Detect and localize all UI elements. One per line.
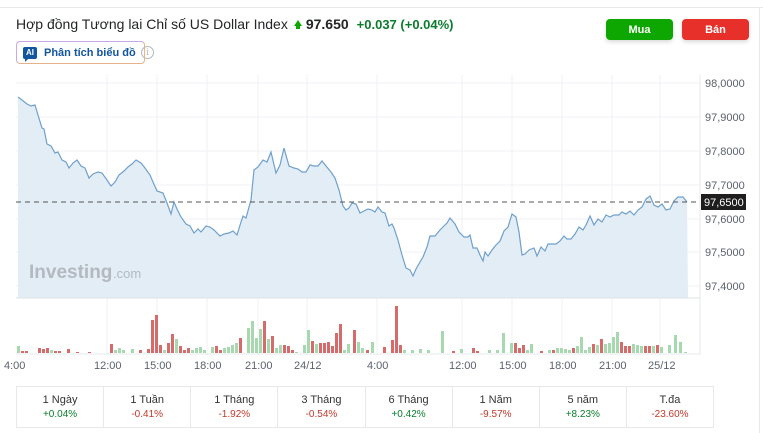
svg-text:18:00: 18:00 — [194, 360, 222, 372]
perf-value: -0.41% — [131, 409, 164, 420]
perf-value: +0.42% — [391, 409, 426, 420]
perf-label: 1 Tháng — [214, 394, 255, 406]
perf-value: +8.23% — [565, 409, 600, 420]
arrow-up-icon — [293, 20, 302, 29]
info-icon[interactable]: i — [141, 46, 154, 59]
perf-label: 3 Tháng — [301, 394, 342, 406]
svg-text:21:00: 21:00 — [245, 360, 273, 372]
price-change: +0.037 (+0.04%) — [356, 16, 454, 32]
chart-analysis-button[interactable]: AI Phân tích biểu đồ — [16, 41, 145, 64]
svg-text:15:00: 15:00 — [499, 360, 527, 372]
perf-5-year[interactable]: 5 năm +8.23% — [540, 387, 627, 427]
perf-3-month[interactable]: 3 Tháng -0.54% — [278, 387, 366, 427]
perf-label: 1 Năm — [479, 394, 512, 406]
svg-text:97,6500: 97,6500 — [704, 197, 744, 209]
volume-bars — [17, 306, 687, 353]
instrument-title: Hợp đồng Tương lai Chỉ số US Dollar Inde… — [16, 16, 288, 32]
buy-button[interactable]: Mua — [606, 19, 673, 40]
svg-text:97,9000: 97,9000 — [705, 112, 745, 124]
svg-text:.com: .com — [113, 266, 141, 281]
current-price-tag: 97,6500 — [701, 194, 746, 210]
perf-value: -9.57% — [479, 409, 512, 420]
svg-text:4:00: 4:00 — [4, 360, 25, 372]
perf-value: -0.54% — [305, 409, 338, 420]
perf-value: +0.04% — [42, 409, 78, 420]
top-divider — [0, 7, 763, 8]
perf-1-month[interactable]: 1 Tháng -1.92% — [191, 387, 279, 427]
price-chart[interactable]: Investing .com 98,0000 97,9000 97,8000 9… — [0, 70, 763, 380]
perf-1-day[interactable]: 1 Ngày +0.04% — [17, 387, 105, 427]
last-price: 97.650 — [305, 16, 349, 32]
right-border — [759, 8, 760, 433]
svg-text:12:00: 12:00 — [449, 360, 477, 372]
perf-label: 1 Ngày — [42, 394, 78, 406]
chart-analysis-label: Phân tích biểu đồ — [44, 46, 136, 59]
svg-text:24/12: 24/12 — [294, 360, 322, 372]
svg-text:Investing: Investing — [29, 262, 112, 283]
svg-text:4:00: 4:00 — [367, 360, 388, 372]
svg-text:97,7000: 97,7000 — [705, 180, 745, 192]
svg-text:98,0000: 98,0000 — [705, 78, 745, 90]
investing-watermark: Investing .com — [29, 262, 141, 283]
svg-text:97,5000: 97,5000 — [705, 247, 745, 259]
perf-value: -1.92% — [218, 409, 251, 420]
price-line — [17, 96, 688, 278]
svg-text:21:00: 21:00 — [599, 360, 627, 372]
perf-label: 6 Tháng — [388, 394, 429, 406]
perf-1-week[interactable]: 1 Tuần -0.41% — [104, 387, 192, 427]
svg-text:97,8000: 97,8000 — [705, 146, 745, 158]
svg-text:12:00: 12:00 — [94, 360, 122, 372]
perf-label: T.đa — [659, 394, 681, 406]
x-axis-labels: 4:00 12:00 15:00 18:00 21:00 24/12 4:00 … — [4, 360, 676, 372]
svg-text:15:00: 15:00 — [144, 360, 172, 372]
svg-text:97,6000: 97,6000 — [705, 214, 745, 226]
y-axis-labels: 98,0000 97,9000 97,8000 97,7000 97,6000 … — [705, 78, 745, 293]
svg-text:97,4000: 97,4000 — [705, 281, 745, 293]
sell-button[interactable]: Bán — [682, 19, 749, 40]
perf-1-year[interactable]: 1 Năm -9.57% — [453, 387, 540, 427]
svg-text:18:00: 18:00 — [549, 360, 577, 372]
ai-chat-icon: AI — [23, 46, 37, 62]
perf-label: 5 năm — [567, 394, 599, 406]
svg-text:25/12: 25/12 — [648, 360, 676, 372]
perf-6-month[interactable]: 6 Tháng +0.42% — [366, 387, 453, 427]
perf-label: 1 Tuần — [130, 394, 164, 406]
instrument-header: Hợp đồng Tương lai Chỉ số US Dollar Inde… — [16, 16, 454, 32]
performance-table: 1 Ngày +0.04% 1 Tuần -0.41% 1 Tháng -1.9… — [16, 386, 714, 428]
perf-value: -23.60% — [651, 409, 689, 420]
perf-max[interactable]: T.đa -23.60% — [627, 387, 713, 427]
